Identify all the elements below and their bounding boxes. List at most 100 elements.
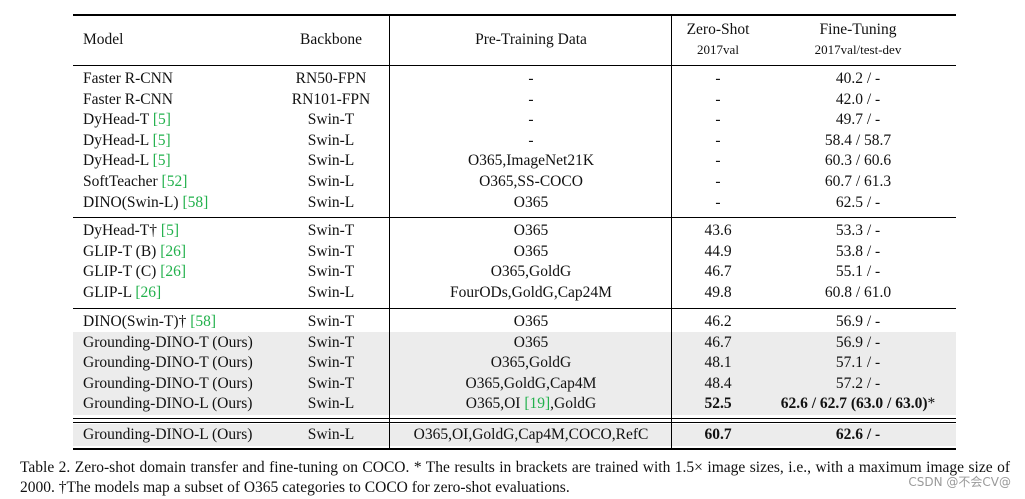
fine-tuning-cell: 53.3 / - bbox=[836, 221, 880, 241]
zero-shot-value: 46.2 bbox=[704, 313, 732, 330]
pretraining-data-value: O365,ImageNet21K bbox=[467, 152, 595, 170]
shaded-row-bg bbox=[73, 331, 956, 354]
pretraining-data-value: O365 bbox=[513, 193, 549, 211]
backbone-cell: Swin-L bbox=[308, 131, 355, 151]
backbone-cell: Swin-T bbox=[308, 374, 355, 394]
backbone-cell: Swin-L bbox=[308, 425, 355, 445]
backbone-value: Swin-T bbox=[307, 333, 355, 351]
model-name: GLIP-T (B) bbox=[83, 242, 161, 260]
zero-shot-cell: - bbox=[715, 69, 720, 89]
pretraining-data-cell: O365,OI [19],GoldG bbox=[466, 394, 596, 414]
fine-tuning-value: 58.4 / 58.7 bbox=[824, 131, 892, 149]
fine-tuning-cell: 62.6 / 62.7 (63.0 / 63.0)* bbox=[781, 394, 936, 414]
pretraining-data-cell: O365 bbox=[514, 242, 548, 262]
model-cell: Grounding-DINO-T (Ours) bbox=[83, 353, 253, 373]
fine-tuning-cell: 58.4 / 58.7 bbox=[825, 131, 891, 151]
pretraining-data-value: O365,GoldG bbox=[490, 354, 572, 372]
header-model: Model bbox=[83, 31, 124, 48]
fine-tuning-value: 53.8 / - bbox=[835, 242, 881, 260]
pretraining-data-cell: - bbox=[528, 131, 533, 151]
model-cell: DINO(Swin-T)† [58] bbox=[83, 312, 216, 332]
zero-shot-value: 48.1 bbox=[704, 354, 732, 372]
zero-shot-cell: 48.4 bbox=[704, 374, 731, 394]
model-name: GLIP-T (C) bbox=[83, 263, 161, 281]
model-cell: Grounding-DINO-T (Ours) bbox=[83, 374, 253, 394]
backbone-cell: Swin-L bbox=[308, 283, 355, 303]
zero-shot-cell: 46.2 bbox=[704, 312, 731, 332]
fine-tuning-value: 53.3 / - bbox=[835, 222, 881, 239]
pretraining-data-cell: O365 bbox=[514, 193, 548, 213]
zero-shot-value: - bbox=[715, 193, 721, 211]
backbone-value: Swin-L bbox=[307, 395, 355, 413]
model-name: DyHead-L bbox=[83, 131, 153, 149]
backbone-value: Swin-T bbox=[307, 263, 355, 281]
fine-tuning-cell: 55.1 / - bbox=[836, 262, 880, 282]
model-name: Grounding-DINO-T (Ours) bbox=[83, 333, 253, 351]
model-name: Grounding-DINO-T (Ours) bbox=[83, 374, 253, 392]
fine-tuning-cell: 57.2 / - bbox=[836, 374, 880, 394]
pretraining-data-value: - bbox=[528, 70, 534, 87]
zero-shot-value: 46.7 bbox=[704, 333, 732, 351]
shaded-row-bg bbox=[73, 424, 956, 446]
fine-tuning-value: 57.1 / - bbox=[835, 354, 881, 372]
model-name: DyHead-L bbox=[83, 152, 153, 170]
fine-tuning-value: 60.7 / 61.3 bbox=[824, 173, 892, 190]
fine-tuning-cell: 60.8 / 61.0 bbox=[825, 283, 891, 303]
zero-shot-cell: 46.7 bbox=[704, 262, 731, 282]
header-zero-shot: Zero-Shot bbox=[686, 21, 750, 38]
model-name: DINO(Swin-T)† bbox=[83, 313, 191, 330]
backbone-cell: Swin-T bbox=[308, 312, 355, 332]
fine-tuning-cell: 53.8 / - bbox=[836, 242, 880, 262]
backbone-cell: Swin-L bbox=[308, 193, 355, 213]
fine-tuning-value: 62.5 / - bbox=[835, 193, 881, 211]
backbone-value: Swin-L bbox=[307, 131, 355, 149]
zero-shot-cell: - bbox=[715, 90, 720, 110]
model-cell: Faster R-CNN bbox=[83, 69, 173, 89]
backbone-cell: RN101-FPN bbox=[292, 90, 370, 110]
zero-shot-value: 46.7 bbox=[704, 263, 732, 281]
col-separator-1 bbox=[389, 15, 390, 449]
backbone-cell: RN50-FPN bbox=[296, 69, 367, 89]
fine-tuning-value: 49.7 / - bbox=[835, 111, 881, 129]
model-cell: Faster R-CNN bbox=[83, 90, 173, 110]
pretraining-data-cell: O365,GoldG,Cap4M bbox=[466, 374, 597, 394]
pretraining-data-cell: O365 bbox=[514, 312, 548, 332]
col-separator-2 bbox=[671, 15, 672, 449]
fine-tuning-value: 57.2 / - bbox=[835, 374, 881, 392]
fine-tuning-value: 42.0 / - bbox=[835, 90, 881, 108]
backbone-value: Swin-T bbox=[307, 111, 355, 129]
citation: [5] bbox=[152, 131, 171, 149]
model-cell: DyHead-L [5] bbox=[83, 131, 171, 151]
citation: [19] bbox=[524, 395, 551, 413]
zero-shot-cell: 52.5 bbox=[704, 394, 731, 414]
model-name: DINO(Swin-L) bbox=[83, 193, 183, 211]
fine-tuning-value: 56.9 / - bbox=[835, 313, 881, 330]
backbone-value: Swin-L bbox=[307, 173, 355, 190]
fine-tuning-cell: 57.1 / - bbox=[836, 353, 880, 373]
backbone-cell: Swin-T bbox=[308, 333, 355, 353]
fine-tuning-cell: 62.5 / - bbox=[836, 193, 880, 213]
zero-shot-cell: 43.6 bbox=[704, 221, 731, 241]
pretraining-data-cell: - bbox=[528, 90, 533, 110]
fine-tuning-cell: 40.2 / - bbox=[836, 69, 880, 89]
zero-shot-value: 44.9 bbox=[704, 242, 732, 260]
pretraining-data-cell: O365,SS-COCO bbox=[479, 172, 583, 192]
pretraining-data-cell: O365,OI,GoldG,Cap4M,COCO,RefC bbox=[414, 425, 649, 445]
fine-tuning-cell: 56.9 / - bbox=[836, 312, 880, 332]
model-cell: DINO(Swin-L) [58] bbox=[83, 193, 208, 213]
header-backbone: Backbone bbox=[300, 31, 362, 48]
pretraining-data-cell: FourODs,GoldG,Cap24M bbox=[450, 283, 612, 303]
zero-shot-value: - bbox=[715, 131, 721, 149]
pretraining-data-value: O365,GoldG,Cap4M bbox=[465, 374, 597, 392]
zero-shot-value: - bbox=[715, 90, 721, 108]
model-name: Grounding-DINO-L (Ours) bbox=[83, 395, 253, 413]
group3-rule-a bbox=[73, 418, 956, 419]
header-pretraining-data: Pre-Training Data bbox=[475, 31, 587, 48]
model-name: SoftTeacher bbox=[83, 173, 162, 190]
model-name: DyHead-T† bbox=[83, 222, 161, 239]
model-name: Faster R-CNN bbox=[83, 70, 173, 87]
pretraining-data-value: - bbox=[528, 90, 534, 108]
model-cell: SoftTeacher [52] bbox=[83, 172, 187, 192]
model-cell: DyHead-T† [5] bbox=[83, 221, 179, 241]
model-cell: Grounding-DINO-T (Ours) bbox=[83, 333, 253, 353]
